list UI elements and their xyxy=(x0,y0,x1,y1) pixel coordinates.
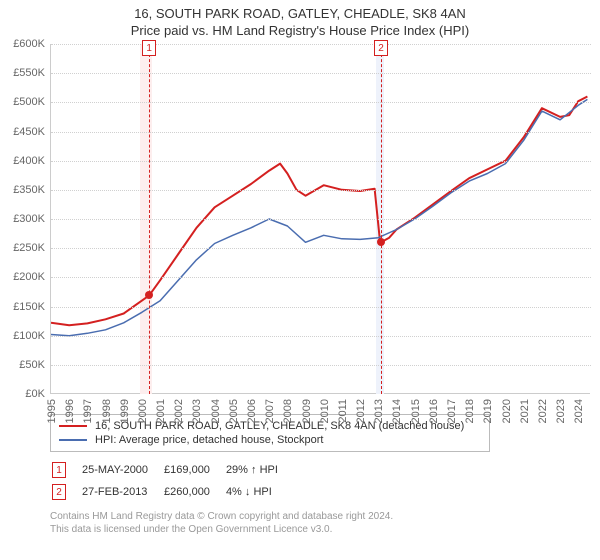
x-axis-label: 1998 xyxy=(101,399,113,423)
x-axis-label: 2018 xyxy=(464,399,476,423)
y-axis-label: £50K xyxy=(19,359,45,371)
gridline-h xyxy=(51,307,591,308)
y-axis-label: £0K xyxy=(25,388,45,400)
x-axis-label: 2021 xyxy=(519,399,531,423)
x-axis-label: 2000 xyxy=(137,399,149,423)
legend-label: HPI: Average price, detached house, Stoc… xyxy=(95,434,324,446)
x-axis-label: 2024 xyxy=(573,399,585,423)
sale-dot xyxy=(145,291,153,299)
sale-row: 1 25-MAY-2000£169,00029% ↑ HPI xyxy=(52,460,292,480)
sale-dot xyxy=(377,238,385,246)
y-axis-label: £100K xyxy=(13,330,45,342)
sale-marker-line xyxy=(149,44,150,394)
x-axis-label: 2010 xyxy=(319,399,331,423)
footer-attribution: Contains HM Land Registry data © Crown c… xyxy=(50,510,600,536)
x-axis-label: 2013 xyxy=(373,399,385,423)
legend-swatch xyxy=(59,439,87,441)
sale-hpi-delta: 4% ↓ HPI xyxy=(226,482,292,502)
y-axis-label: £200K xyxy=(13,271,45,283)
y-axis-label: £600K xyxy=(13,38,45,50)
y-axis-label: £550K xyxy=(13,67,45,79)
gridline-h xyxy=(51,73,591,74)
x-axis-label: 2002 xyxy=(173,399,185,423)
x-axis-label: 1999 xyxy=(119,399,131,423)
x-axis-label: 2019 xyxy=(482,399,494,423)
gridline-h xyxy=(51,190,591,191)
x-axis-label: 2017 xyxy=(446,399,458,423)
x-axis-label: 2023 xyxy=(555,399,567,423)
gridline-h xyxy=(51,219,591,220)
gridline-h xyxy=(51,248,591,249)
gridline-h xyxy=(51,336,591,337)
sale-marker-box: 1 xyxy=(142,40,156,56)
gridline-h xyxy=(51,365,591,366)
sale-row: 2 27-FEB-2013£260,0004% ↓ HPI xyxy=(52,482,292,502)
x-axis-label: 2003 xyxy=(191,399,203,423)
sale-date: 25-MAY-2000 xyxy=(82,460,162,480)
x-axis-label: 2005 xyxy=(228,399,240,423)
x-axis-label: 2004 xyxy=(210,399,222,423)
y-axis-label: £150K xyxy=(13,301,45,313)
x-axis-label: 2012 xyxy=(355,399,367,423)
y-axis-label: £300K xyxy=(13,213,45,225)
x-axis-label: 2016 xyxy=(428,399,440,423)
x-axis-label: 2006 xyxy=(246,399,258,423)
legend-swatch xyxy=(59,425,87,427)
chart-title: 16, SOUTH PARK ROAD, GATLEY, CHEADLE, SK… xyxy=(0,6,600,21)
x-axis-label: 2011 xyxy=(337,399,349,423)
sale-marker-box: 2 xyxy=(374,40,388,56)
sale-marker-line xyxy=(381,44,382,394)
footer-line-1: Contains HM Land Registry data © Crown c… xyxy=(50,510,600,523)
x-axis-label: 2009 xyxy=(301,399,313,423)
x-axis-label: 1997 xyxy=(82,399,94,423)
gridline-h xyxy=(51,161,591,162)
x-axis-label: 2007 xyxy=(264,399,276,423)
gridline-h xyxy=(51,44,591,45)
x-axis-label: 1995 xyxy=(46,399,58,423)
sale-id-box: 2 xyxy=(52,484,66,500)
y-axis-label: £400K xyxy=(13,155,45,167)
x-axis-label: 2022 xyxy=(537,399,549,423)
gridline-h xyxy=(51,102,591,103)
x-axis-label: 2008 xyxy=(282,399,294,423)
chart-container: £0K£50K£100K£150K£200K£250K£300K£350K£40… xyxy=(50,44,590,394)
sale-id-box: 1 xyxy=(52,462,66,478)
plot-area: £0K£50K£100K£150K£200K£250K£300K£350K£40… xyxy=(50,44,590,394)
sale-date: 27-FEB-2013 xyxy=(82,482,162,502)
sale-hpi-delta: 29% ↑ HPI xyxy=(226,460,292,480)
legend-label: 16, SOUTH PARK ROAD, GATLEY, CHEADLE, SK… xyxy=(95,420,464,432)
x-axis-label: 2014 xyxy=(391,399,403,423)
footer-line-2: This data is licensed under the Open Gov… xyxy=(50,523,600,536)
x-axis-label: 2020 xyxy=(501,399,513,423)
gridline-h xyxy=(51,132,591,133)
y-axis-label: £450K xyxy=(13,126,45,138)
x-axis-label: 1996 xyxy=(64,399,76,423)
legend-row: HPI: Average price, detached house, Stoc… xyxy=(59,433,481,447)
x-axis-label: 2015 xyxy=(410,399,422,423)
sale-price: £260,000 xyxy=(164,482,224,502)
gridline-h xyxy=(51,277,591,278)
chart-subtitle: Price paid vs. HM Land Registry's House … xyxy=(0,23,600,38)
y-axis-label: £350K xyxy=(13,184,45,196)
series-line xyxy=(51,99,587,335)
sales-table: 1 25-MAY-2000£169,00029% ↑ HPI 2 27-FEB-201… xyxy=(50,458,294,504)
x-axis-label: 2001 xyxy=(155,399,167,423)
y-axis-label: £500K xyxy=(13,96,45,108)
sale-price: £169,000 xyxy=(164,460,224,480)
y-axis-label: £250K xyxy=(13,242,45,254)
